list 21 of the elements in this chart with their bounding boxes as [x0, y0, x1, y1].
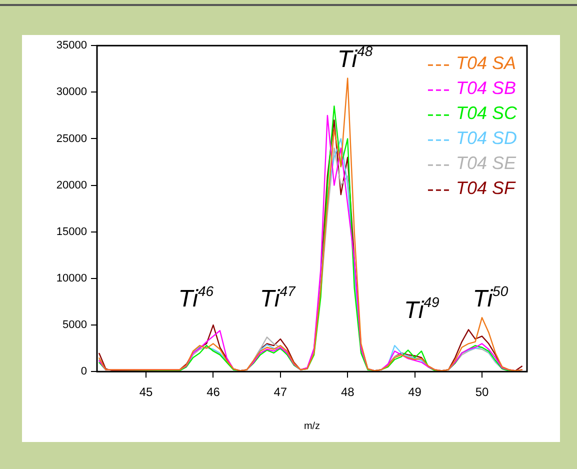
- x-tick-label: 46: [206, 385, 220, 400]
- legend-label: T04 SA: [456, 53, 516, 74]
- x-tick-label: 48: [340, 385, 355, 400]
- y-tick-label: 25000: [56, 132, 87, 145]
- x-axis-title: m/z: [304, 420, 320, 432]
- legend-label: T04 SF: [456, 178, 516, 198]
- x-tick-label: 47: [274, 385, 288, 400]
- legend-label: T04 SC: [456, 103, 518, 124]
- legend-label: T04 SD: [456, 128, 518, 148]
- y-tick-label: 15000: [56, 226, 87, 238]
- y-tick-label: 30000: [56, 86, 87, 98]
- y-tick-label: 20000: [56, 179, 87, 192]
- x-tick-label: 45: [139, 385, 154, 400]
- x-tick-label: 50: [475, 385, 489, 400]
- y-tick-label: 35000: [56, 40, 87, 52]
- y-tick-label: 0: [80, 366, 87, 378]
- legend-label: T04 SE: [456, 153, 517, 174]
- x-tick-label: 49: [408, 385, 422, 400]
- y-tick-label: 10000: [56, 272, 87, 284]
- y-tick-label: 5000: [62, 319, 87, 332]
- legend-label: T04 SB: [456, 78, 516, 98]
